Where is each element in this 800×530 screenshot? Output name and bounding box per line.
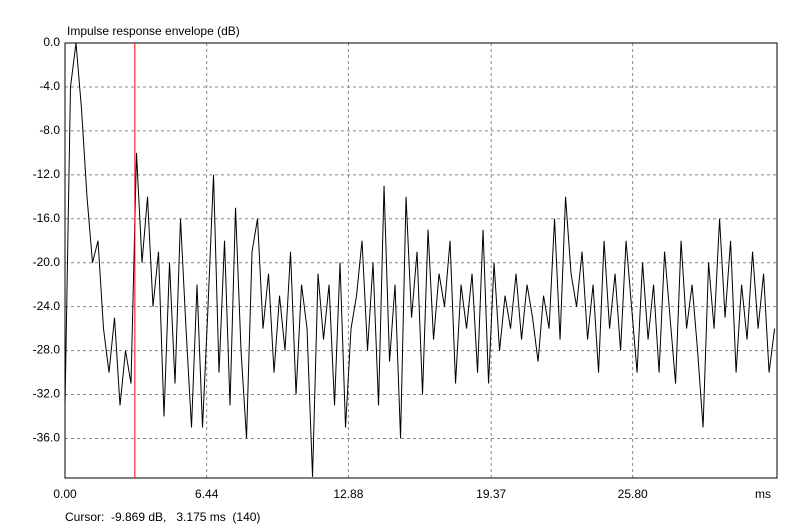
- y-tick-label: -28.0: [33, 343, 61, 357]
- y-tick-label: -8.0: [39, 123, 60, 137]
- x-tick-label: 19.37: [476, 487, 506, 501]
- x-tick-label: 0.00: [53, 487, 77, 501]
- x-axis-label: ms: [755, 487, 771, 501]
- y-tick-label: -12.0: [33, 167, 61, 181]
- y-tick-label: -36.0: [33, 431, 61, 445]
- y-tick-label: -32.0: [33, 387, 61, 401]
- cursor-readout: Cursor: -9.869 dB, 3.175 ms (140): [65, 510, 260, 524]
- chart-title: Impulse response envelope (dB): [67, 24, 240, 38]
- envelope-line: [64, 42, 776, 477]
- y-tick-label: 0.0: [43, 35, 60, 49]
- y-tick-label: -20.0: [33, 255, 61, 269]
- plot-frame: [64, 42, 778, 479]
- x-tick-label: 25.80: [618, 487, 648, 501]
- x-tick-label: 6.44: [195, 487, 219, 501]
- y-tick-label: -24.0: [33, 299, 61, 313]
- y-tick-label: -16.0: [33, 211, 61, 225]
- x-tick-label: 12.88: [333, 487, 363, 501]
- y-tick-label: -4.0: [39, 79, 60, 93]
